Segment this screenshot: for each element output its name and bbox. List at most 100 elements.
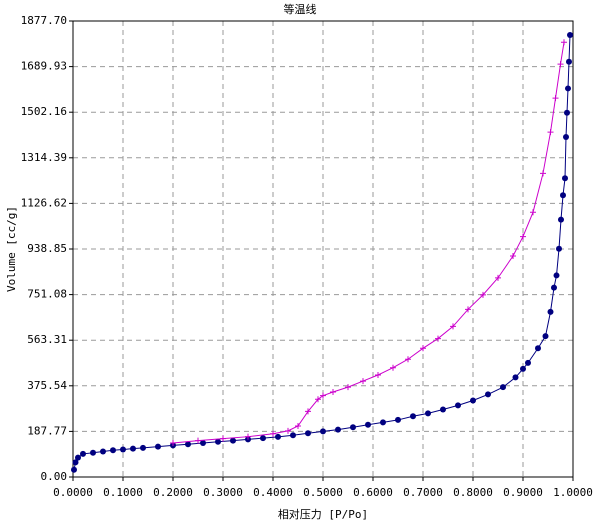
dot-marker bbox=[410, 413, 416, 420]
dot-marker bbox=[525, 359, 531, 366]
dot-marker bbox=[560, 192, 566, 199]
dot-marker bbox=[535, 345, 541, 352]
plus-marker bbox=[285, 427, 291, 434]
chart-title: 等温线 bbox=[284, 2, 317, 16]
plus-marker bbox=[390, 364, 396, 371]
x-tick-label: 0.4000 bbox=[253, 486, 293, 499]
x-axis-label: 相对压力 [P/Po] bbox=[278, 507, 368, 521]
dot-marker bbox=[215, 438, 221, 445]
dot-marker bbox=[455, 402, 461, 409]
y-tick-label: 938.85 bbox=[27, 242, 67, 255]
dot-marker bbox=[564, 109, 570, 116]
y-tick-label: 1877.70 bbox=[21, 14, 67, 27]
plus-marker bbox=[530, 209, 536, 216]
dot-marker bbox=[512, 374, 519, 381]
plus-marker bbox=[561, 39, 567, 46]
plus-marker bbox=[345, 384, 351, 391]
plus-marker bbox=[520, 233, 526, 240]
dot-marker bbox=[290, 432, 296, 439]
plus-marker bbox=[315, 396, 321, 403]
dot-marker bbox=[425, 410, 431, 417]
x-tick-label: 0.1000 bbox=[103, 486, 143, 499]
dot-marker bbox=[155, 443, 161, 450]
plus-marker bbox=[435, 335, 441, 342]
plus-marker bbox=[360, 378, 366, 385]
x-tick-label: 0.7000 bbox=[403, 486, 443, 499]
x-tick-label: 0.0000 bbox=[53, 486, 93, 499]
dot-marker bbox=[100, 448, 106, 455]
plus-marker bbox=[295, 423, 301, 430]
dot-marker bbox=[72, 459, 79, 466]
dot-marker bbox=[200, 440, 206, 447]
dot-marker bbox=[562, 175, 568, 182]
y-tick-label: 563.31 bbox=[27, 333, 67, 346]
dot-marker bbox=[120, 446, 126, 453]
dot-marker bbox=[542, 333, 549, 340]
dot-marker bbox=[260, 435, 266, 442]
dot-marker bbox=[130, 445, 136, 452]
plus-marker bbox=[420, 345, 426, 352]
x-tick-label: 0.2000 bbox=[153, 486, 193, 499]
dot-marker bbox=[305, 430, 311, 437]
y-tick-label: 1126.62 bbox=[21, 196, 67, 209]
dot-marker bbox=[110, 447, 116, 454]
dot-marker bbox=[335, 426, 341, 433]
x-tick-label: 0.3000 bbox=[203, 486, 243, 499]
dot-marker bbox=[395, 416, 401, 423]
y-tick-label: 751.08 bbox=[27, 288, 67, 301]
x-tick-label: 0.9000 bbox=[503, 486, 543, 499]
dot-marker bbox=[71, 466, 77, 473]
x-tick-label: 0.6000 bbox=[353, 486, 393, 499]
dot-marker bbox=[320, 428, 326, 435]
dot-marker bbox=[440, 406, 446, 413]
dot-marker bbox=[365, 421, 371, 428]
plot-frame bbox=[72, 20, 574, 478]
dot-marker bbox=[500, 384, 506, 391]
y-tick-label: 1502.16 bbox=[21, 105, 67, 118]
y-tick-label: 1689.93 bbox=[21, 60, 67, 73]
x-tick-label: 0.5000 bbox=[303, 486, 343, 499]
plus-marker bbox=[465, 306, 471, 313]
dot-marker bbox=[567, 32, 573, 39]
dot-marker bbox=[553, 272, 560, 279]
plus-marker bbox=[305, 408, 311, 415]
y-tick-label: 1314.39 bbox=[21, 151, 67, 164]
plus-marker bbox=[540, 170, 546, 177]
dot-marker bbox=[551, 284, 557, 291]
y-tick-label: 187.77 bbox=[27, 424, 67, 437]
dot-marker bbox=[566, 58, 572, 65]
dot-marker bbox=[470, 397, 476, 404]
plus-marker bbox=[450, 323, 456, 330]
series-line bbox=[73, 34, 571, 470]
plus-marker bbox=[405, 356, 411, 363]
dot-marker bbox=[230, 437, 236, 444]
plus-marker bbox=[320, 392, 326, 399]
plus-marker bbox=[552, 95, 559, 102]
plus-marker bbox=[557, 61, 564, 68]
plus-marker bbox=[170, 440, 176, 447]
dot-marker bbox=[558, 216, 564, 223]
dot-marker bbox=[556, 245, 562, 252]
plus-marker bbox=[495, 274, 501, 281]
x-tick-label: 0.8000 bbox=[453, 486, 493, 499]
plus-marker bbox=[510, 253, 516, 260]
dot-marker bbox=[380, 419, 386, 426]
plus-marker bbox=[330, 389, 336, 396]
dot-marker bbox=[275, 433, 281, 440]
dot-marker bbox=[80, 450, 86, 457]
plus-marker bbox=[480, 291, 486, 298]
dot-marker bbox=[563, 134, 569, 141]
dot-marker bbox=[350, 424, 356, 431]
plus-marker bbox=[220, 435, 226, 442]
dot-marker bbox=[90, 449, 96, 456]
dot-marker bbox=[140, 444, 146, 451]
y-tick-label: 375.54 bbox=[27, 379, 67, 392]
plus-marker bbox=[375, 372, 381, 379]
dot-marker bbox=[485, 391, 491, 398]
y-tick-label: 0.00 bbox=[41, 470, 68, 483]
x-tick-label: 1.0000 bbox=[553, 486, 593, 499]
dot-marker bbox=[565, 85, 571, 92]
dot-marker bbox=[185, 441, 191, 448]
dot-marker bbox=[547, 308, 554, 315]
